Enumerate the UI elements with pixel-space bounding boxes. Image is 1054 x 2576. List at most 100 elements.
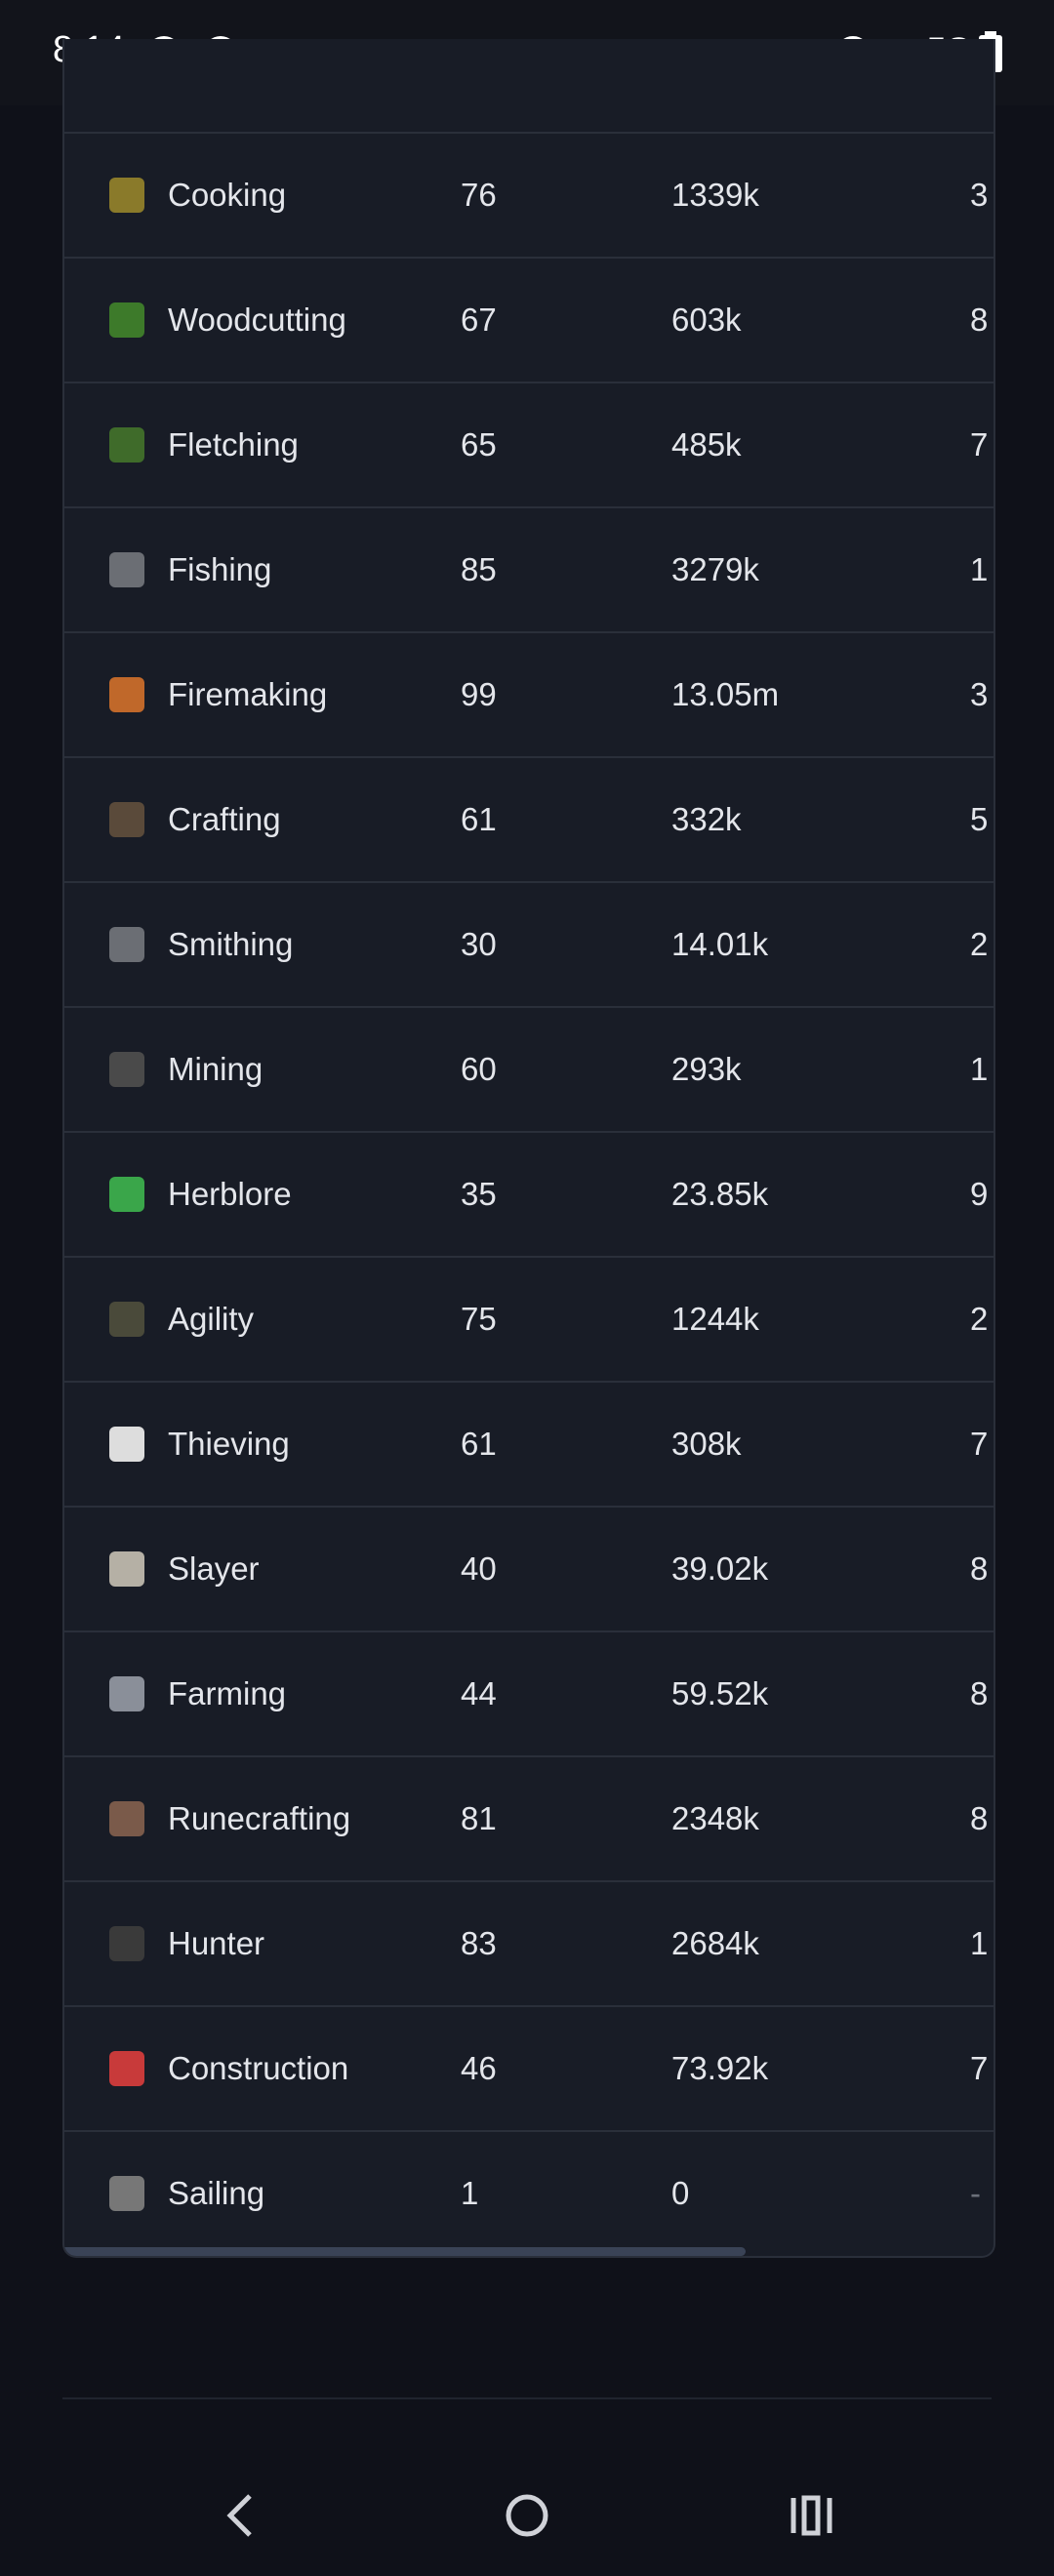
rank: 1 bbox=[970, 551, 989, 587]
rank: 3 bbox=[970, 177, 989, 213]
table-row: Cooking 76 1339k 3 bbox=[64, 132, 993, 257]
skill-name: Slayer bbox=[168, 1550, 260, 1587]
skill-icon bbox=[109, 178, 144, 213]
experience: 13.05m bbox=[671, 676, 780, 712]
skill-icon bbox=[109, 427, 144, 463]
experience: 603k bbox=[671, 302, 742, 338]
skill-name: Herblore bbox=[168, 1176, 292, 1212]
level: 83 bbox=[461, 1925, 497, 1961]
navigation-bar bbox=[226, 2494, 832, 2537]
skill-icon bbox=[109, 1052, 144, 1087]
level: 44 bbox=[461, 1675, 497, 1711]
rank: 1 bbox=[970, 1051, 989, 1087]
experience: 332k bbox=[671, 801, 742, 837]
skill-icon bbox=[109, 1676, 144, 1711]
experience: 293k bbox=[671, 1051, 742, 1087]
rank: 7 bbox=[970, 426, 989, 463]
level: 81 bbox=[461, 1800, 497, 1836]
level: 67 bbox=[461, 302, 497, 338]
rank: 8 bbox=[970, 1675, 989, 1711]
skill-icon bbox=[109, 552, 144, 587]
rank: 2 bbox=[970, 926, 989, 962]
skill-name: Sailing bbox=[168, 2175, 265, 2211]
rank: - bbox=[970, 2175, 981, 2211]
level: 46 bbox=[461, 2050, 497, 2086]
table-row: Slayer 40 39.02k 8 bbox=[64, 1506, 993, 1630]
experience: 308k bbox=[671, 1426, 742, 1462]
back-button[interactable] bbox=[226, 2494, 252, 2537]
skill-name: Smithing bbox=[168, 926, 294, 962]
level: 40 bbox=[461, 1550, 497, 1587]
horizontal-scrollbar[interactable] bbox=[64, 2247, 746, 2256]
rank: 5 bbox=[970, 801, 989, 837]
rank: 8 bbox=[970, 302, 989, 338]
rank: 8 bbox=[970, 1800, 989, 1836]
experience: 73.92k bbox=[671, 2050, 769, 2086]
skill-name: Farming bbox=[168, 1675, 287, 1711]
level: 65 bbox=[461, 426, 497, 463]
level: 61 bbox=[461, 1426, 497, 1462]
rank: 1 bbox=[970, 1925, 989, 1961]
table-row: Fishing 85 3279k 1 bbox=[64, 506, 993, 631]
skill-icon bbox=[109, 802, 144, 837]
experience: 1339k bbox=[671, 177, 759, 213]
skill-name: Cooking bbox=[168, 177, 287, 213]
level: 61 bbox=[461, 801, 497, 837]
experience: 2684k bbox=[671, 1925, 759, 1961]
table-row: Smithing 30 14.01k 2 bbox=[64, 881, 993, 1006]
skill-name: Agility bbox=[168, 1301, 255, 1337]
experience: 2348k bbox=[671, 1800, 759, 1836]
skill-name: Fishing bbox=[168, 551, 272, 587]
level: 30 bbox=[461, 926, 497, 962]
skill-name: Construction bbox=[168, 2050, 349, 2086]
table-row: Hunter 83 2684k 1 bbox=[64, 1880, 993, 2005]
table-row: Sailing 1 0 - bbox=[64, 2130, 993, 2255]
experience: 485k bbox=[671, 426, 742, 463]
table-row: Mining 60 293k 1 bbox=[64, 1006, 993, 1131]
home-button[interactable] bbox=[506, 2494, 548, 2537]
skill-icon bbox=[109, 1427, 144, 1462]
skill-icon bbox=[109, 302, 144, 338]
level: 76 bbox=[461, 177, 497, 213]
experience: 14.01k bbox=[671, 926, 769, 962]
skill-name: Woodcutting bbox=[168, 302, 346, 338]
skill-name: Crafting bbox=[168, 801, 281, 837]
table-row: Herblore 35 23.85k 9 bbox=[64, 1131, 993, 1256]
rank: 8 bbox=[970, 1550, 989, 1587]
level: 35 bbox=[461, 1176, 497, 1212]
table-row bbox=[64, 39, 993, 132]
skill-icon bbox=[109, 1551, 144, 1587]
skill-name: Hunter bbox=[168, 1925, 265, 1961]
skill-icon bbox=[109, 927, 144, 962]
table-row: Crafting 61 332k 5 bbox=[64, 756, 993, 881]
skill-name: Firemaking bbox=[168, 676, 328, 712]
experience: 0 bbox=[671, 2175, 690, 2211]
table-row: Runecrafting 81 2348k 8 bbox=[64, 1755, 993, 1880]
skill-name: Runecrafting bbox=[168, 1800, 351, 1836]
rank: 3 bbox=[970, 676, 989, 712]
divider bbox=[62, 2397, 992, 2399]
table-row: Firemaking 99 13.05m 3 bbox=[64, 631, 993, 756]
skill-icon bbox=[109, 677, 144, 712]
rank: 9 bbox=[970, 1176, 989, 1212]
table-row: Farming 44 59.52k 8 bbox=[64, 1630, 993, 1755]
level: 85 bbox=[461, 551, 497, 587]
skill-icon bbox=[109, 1926, 144, 1961]
skill-name: Mining bbox=[168, 1051, 264, 1087]
level: 75 bbox=[461, 1301, 497, 1337]
skill-name: Thieving bbox=[168, 1426, 290, 1462]
table-row: Thieving 61 308k 7 bbox=[64, 1381, 993, 1506]
skill-icon bbox=[109, 1177, 144, 1212]
skill-icon bbox=[109, 2176, 144, 2211]
experience: 1244k bbox=[671, 1301, 759, 1337]
rank: 7 bbox=[970, 2050, 989, 2086]
experience: 23.85k bbox=[671, 1176, 769, 1212]
recents-button[interactable] bbox=[790, 2495, 832, 2536]
table-row: Woodcutting 67 603k 8 bbox=[64, 257, 993, 382]
level: 60 bbox=[461, 1051, 497, 1087]
level: 99 bbox=[461, 676, 497, 712]
level: 1 bbox=[461, 2175, 479, 2211]
experience: 39.02k bbox=[671, 1550, 769, 1587]
rank: 7 bbox=[970, 1426, 989, 1462]
